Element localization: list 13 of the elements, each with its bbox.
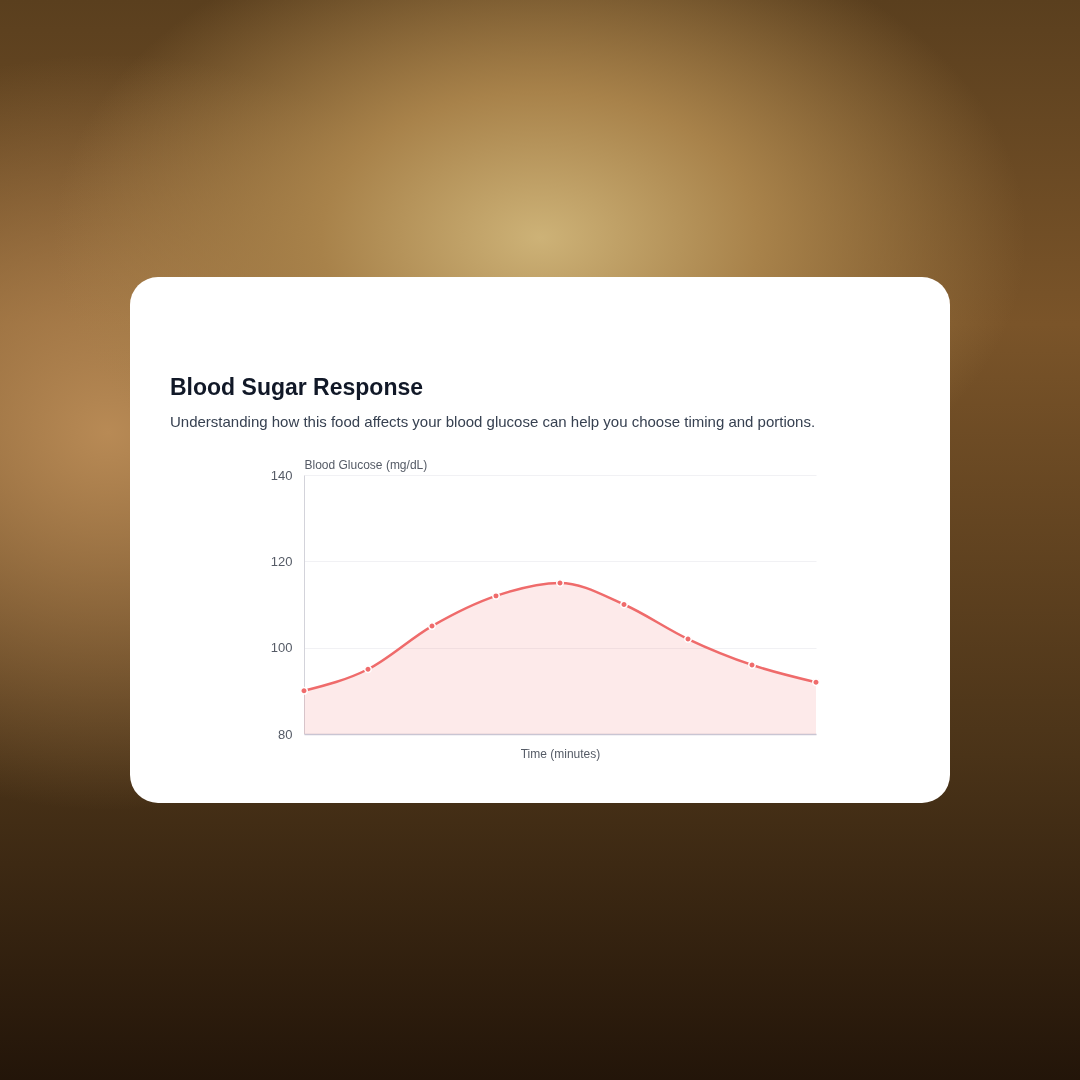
point	[684, 635, 692, 644]
y-tick-label: 100	[270, 640, 293, 656]
point	[364, 665, 372, 674]
x-axis-title: Time (minutes)	[520, 746, 601, 761]
y-tick-label: 120	[270, 553, 293, 569]
chart-title: Blood Sugar Response	[170, 374, 424, 401]
chart-subtitle: Understanding how this food affects your blood glucose can help you choose timing and portions.	[170, 413, 816, 430]
y-tick-label: 80	[278, 726, 293, 742]
point	[428, 622, 436, 631]
y-axis-title: Blood Glucose (mg/dL)	[304, 457, 428, 472]
point	[812, 678, 820, 687]
y-tick-label: 140	[270, 467, 293, 483]
point	[300, 686, 308, 695]
